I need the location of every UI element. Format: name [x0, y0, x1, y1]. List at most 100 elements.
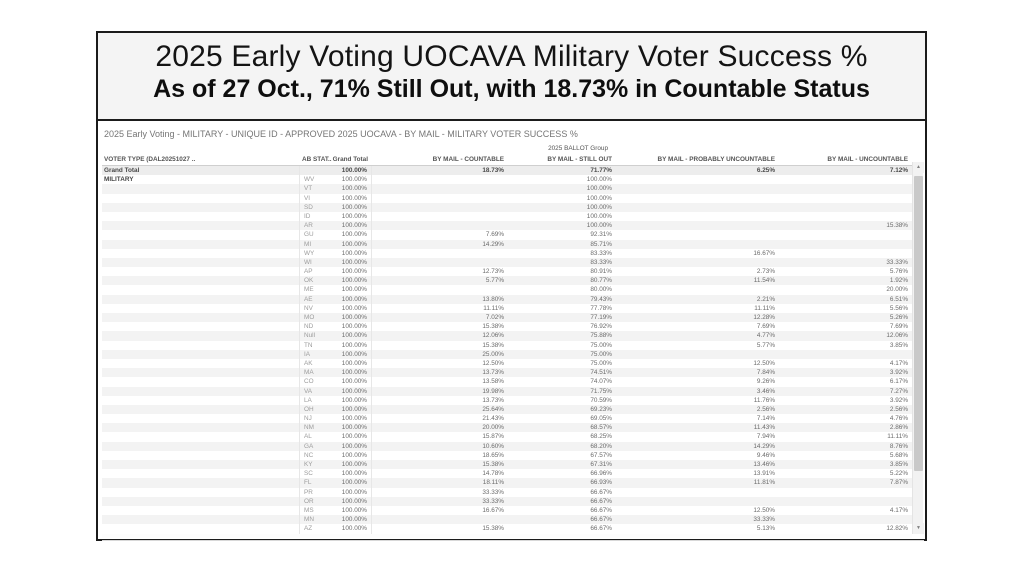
row-label-cell [102, 450, 300, 460]
value-cell: 66.96% [590, 470, 612, 478]
value-cell: 68.25% [590, 433, 612, 441]
value-cell: 70.59% [590, 396, 612, 404]
table-row[interactable]: ME 100.00% 80.00% 20.00% [102, 285, 912, 295]
table-row[interactable]: NV 100.00% 11.11% 77.78% 11.11% 5.56% [102, 303, 912, 313]
header-by-mail-still-out[interactable]: BY MAIL - STILL OUT [547, 156, 612, 163]
value-cell: 4.17% [889, 359, 908, 367]
state-cell: CO [304, 378, 314, 386]
value-cell: 100.00% [332, 175, 372, 185]
table-row[interactable]: OK 100.00% 5.77% 80.77% 11.54% 1.92% [102, 276, 912, 286]
table-row[interactable]: FL 100.00% 18.11% 66.93% 11.81% 7.87% [102, 478, 912, 488]
scroll-down-icon[interactable]: ▼ [913, 523, 924, 534]
table-row[interactable]: MILITARY WV 100.00% 100.00% [102, 175, 912, 185]
value-cell: 15.38% [482, 461, 504, 468]
table-row[interactable]: ND 100.00% 15.38% 76.92% 7.69% 7.69% [102, 322, 912, 332]
value-cell [616, 258, 779, 267]
row-label-cell [102, 313, 300, 323]
value-cell: 100.00% [332, 285, 372, 295]
scrollbar-thumb[interactable] [914, 176, 923, 471]
header-grand-total[interactable]: Grand Total [332, 156, 368, 163]
row-label-cell [102, 404, 300, 415]
header-by-mail-countable[interactable]: BY MAIL - COUNTABLE [432, 156, 504, 163]
value-cell [372, 221, 508, 230]
value-cell: 6.51% [889, 295, 908, 303]
table-row[interactable]: NC 100.00% 18.65% 67.57% 9.46% 5.68% [102, 450, 912, 460]
table-row[interactable]: AZ 100.00% 15.38% 66.67% 5.13% 12.82% [102, 524, 912, 534]
grand-total-row[interactable]: Grand Total 100.00% 18.73% 71.77% 6.25% 7.12% [102, 166, 912, 176]
row-label-cell [102, 340, 300, 350]
table-row[interactable]: KY 100.00% 15.38% 67.31% 13.46% 3.85% [102, 460, 912, 470]
state-cell: AE [304, 295, 313, 303]
value-cell: 7.84% [756, 369, 775, 377]
table-row[interactable]: AP 100.00% 12.73% 80.91% 2.73% 5.76% [102, 267, 912, 277]
value-cell: 2.73% [756, 268, 775, 276]
value-cell: 100.00% [332, 166, 372, 176]
state-cell: SD [304, 203, 313, 211]
table-row[interactable]: OR 100.00% 33.33% 66.67% [102, 496, 912, 506]
value-cell: 5.22% [889, 470, 908, 478]
table-row[interactable]: AR 100.00% 100.00% 15.38% [102, 221, 912, 231]
row-label-cell [102, 478, 300, 488]
value-cell: 13.73% [482, 369, 504, 377]
header-voter-type[interactable]: VOTER TYPE (DAL20251027 .. [104, 156, 196, 163]
table-row[interactable]: SD 100.00% 100.00% [102, 202, 912, 212]
table-row[interactable]: AL 100.00% 15.87% 68.25% 7.94% 11.11% [102, 432, 912, 442]
table-row[interactable]: CO 100.00% 13.58% 74.07% 9.26% 6.17% [102, 377, 912, 387]
table-row[interactable]: AK 100.00% 12.50% 75.00% 12.50% 4.17% [102, 358, 912, 369]
value-cell: 100.00% [332, 211, 372, 222]
table-row[interactable]: OH 100.00% 25.64% 69.23% 2.56% 2.56% [102, 404, 912, 415]
header-ab-status[interactable]: AB STAT.. [302, 156, 332, 163]
value-cell: 66.67% [590, 497, 612, 505]
vertical-scrollbar[interactable]: ▲ ▼ [912, 162, 924, 534]
value-cell: 100.00% [332, 505, 372, 516]
table-row[interactable]: MN 100.00% 66.67% 33.33% [102, 515, 912, 525]
value-cell: 7.69% [756, 323, 775, 331]
table-row[interactable]: WY 100.00% 83.33% 16.67% [102, 248, 912, 258]
value-cell: 100.00% [332, 349, 372, 359]
value-cell: 80.77% [590, 277, 612, 285]
header-by-mail-probably-uncountable[interactable]: BY MAIL - PROBABLY UNCOUNTABLE [657, 156, 775, 163]
table-row[interactable]: VI 100.00% 100.00% [102, 193, 912, 203]
value-cell: 16.67% [482, 506, 504, 514]
table-row[interactable]: IA 100.00% 25.00% 75.00% [102, 349, 912, 359]
value-cell [372, 249, 508, 258]
value-cell: 7.12% [889, 167, 908, 174]
row-label-cell [102, 423, 300, 433]
value-cell: 100.00% [332, 202, 372, 212]
value-cell [779, 194, 912, 203]
table-row[interactable]: VT 100.00% 100.00% [102, 184, 912, 194]
header-by-mail-uncountable[interactable]: BY MAIL - UNCOUNTABLE [827, 156, 908, 163]
state-cell: MA [304, 369, 314, 377]
value-cell [372, 258, 508, 267]
table-row[interactable]: GA 100.00% 10.60% 68.20% 14.29% 8.76% [102, 441, 912, 451]
value-cell [779, 497, 912, 506]
value-cell: 100.00% [332, 487, 372, 497]
scroll-up-icon[interactable]: ▲ [913, 162, 924, 173]
table-row[interactable]: MA 100.00% 13.73% 74.51% 7.84% 3.92% [102, 368, 912, 378]
table-row[interactable]: Null 100.00% 12.06% 75.88% 4.77% 12.06% [102, 331, 912, 341]
table-row[interactable]: AE 100.00% 13.80% 79.43% 2.21% 6.51% [102, 294, 912, 304]
table-row[interactable]: MI 100.00% 14.29% 85.71% [102, 239, 912, 249]
table-row[interactable]: MO 100.00% 7.02% 77.19% 12.28% 5.26% [102, 313, 912, 323]
value-cell: 25.64% [482, 405, 504, 413]
table-row[interactable]: GU 100.00% 7.69% 92.31% [102, 230, 912, 240]
table-row[interactable]: MS 100.00% 16.67% 66.67% 12.50% 4.17% [102, 505, 912, 516]
table-row[interactable]: VA 100.00% 19.98% 71.75% 3.46% 7.27% [102, 386, 912, 396]
table-row[interactable]: TN 100.00% 15.38% 75.00% 5.77% 3.85% [102, 340, 912, 350]
table-row[interactable]: PR 100.00% 33.33% 66.67% [102, 487, 912, 497]
state-cell: LA [304, 396, 312, 404]
table-row[interactable]: WI 100.00% 83.33% 33.33% [102, 257, 912, 268]
value-cell: 100.00% [332, 294, 372, 304]
value-cell: 71.75% [590, 387, 612, 395]
value-cell: 7.69% [889, 323, 908, 331]
table-row[interactable]: LA 100.00% 13.73% 70.59% 11.76% 3.92% [102, 395, 912, 405]
table-row[interactable]: NJ 100.00% 21.43% 69.05% 7.14% 4.76% [102, 414, 912, 424]
value-cell: 12.50% [753, 359, 775, 367]
table-row[interactable]: ID 100.00% 100.00% [102, 211, 912, 222]
row-label-cell [102, 460, 300, 470]
value-cell: 100.00% [332, 395, 372, 405]
value-cell: 5.76% [889, 268, 908, 276]
value-cell: 100.00% [332, 414, 372, 424]
table-row[interactable]: SC 100.00% 14.78% 66.96% 13.91% 5.22% [102, 469, 912, 479]
table-row[interactable]: NM 100.00% 20.00% 68.57% 11.43% 2.86% [102, 423, 912, 433]
